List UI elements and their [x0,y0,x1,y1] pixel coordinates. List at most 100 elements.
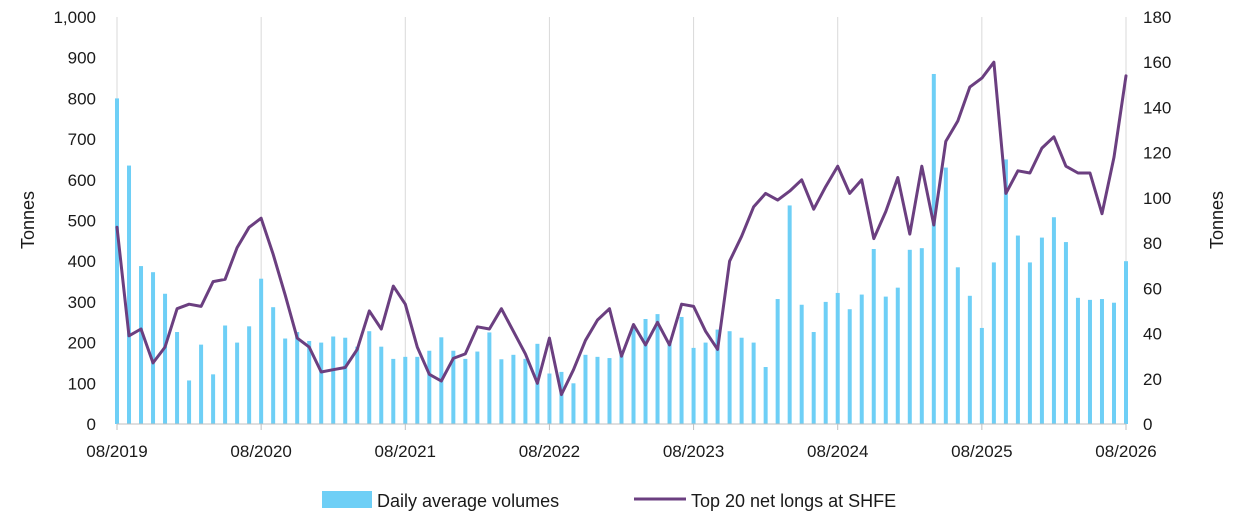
legend-label-volumes: Daily average volumes [377,491,559,511]
legend: Daily average volumes Top 20 net longs a… [322,491,896,511]
bar-23 [391,358,396,424]
bar-73 [991,262,996,424]
bar-49 [703,342,708,424]
bar-9 [223,325,228,424]
bar-2 [139,266,144,424]
bar-60 [835,292,840,424]
left-axis-title: Tonnes [18,191,38,249]
x-tick-label-6: 08/2025 [951,442,1012,461]
bar-42 [619,351,624,424]
x-tick-label-7: 08/2026 [1095,442,1156,461]
left-tick-label-0: 0 [87,415,96,434]
bar-59 [823,301,828,424]
bar-50 [715,329,720,424]
bar-43 [631,326,636,424]
left-tick-label-4: 400 [68,252,96,271]
right-tick-label-7: 140 [1143,98,1171,117]
bar-29 [463,358,468,424]
bar-22 [379,346,384,424]
bar-44 [643,318,648,424]
bar-51 [727,331,732,424]
bar-24 [403,356,408,424]
bar-72 [979,327,984,424]
bar-66 [907,249,912,424]
x-tick-label-5: 08/2024 [807,442,868,461]
bar-20 [355,346,360,424]
left-axis-ticks: 0 100 200 300 400 500 600 700 800 900 1,000 [53,8,96,434]
x-tick-label-2: 08/2021 [375,442,436,461]
bar-75 [1015,235,1020,424]
right-axis-title: Tonnes [1207,191,1227,249]
left-tick-label-3: 300 [68,293,96,312]
bar-33 [511,354,516,424]
bar-28 [451,350,456,424]
bar-54 [763,367,768,424]
bar-3 [151,272,156,424]
bar-67 [919,248,924,424]
bar-34 [523,358,528,424]
bar-65 [895,287,900,424]
right-tick-label-4: 80 [1143,234,1162,253]
right-tick-label-6: 120 [1143,144,1171,163]
x-axis-ticks: 08/2019 08/2020 08/2021 08/2022 08/2023 08/20… [86,424,1157,461]
line-series-path [115,60,1128,397]
bar-80 [1075,297,1080,424]
bar-39 [583,354,588,424]
right-tick-label-5: 100 [1143,189,1171,208]
bar-5 [175,332,180,424]
bar-30 [475,351,480,424]
bar-25 [415,356,420,424]
bar-26 [427,350,432,424]
bar-56 [787,205,792,424]
bar-68 [931,73,936,424]
left-tick-label-5: 500 [68,212,96,231]
bar-32 [499,359,504,424]
bar-57 [799,304,804,424]
bar-8 [211,374,216,424]
legend-label-net-longs: Top 20 net longs at SHFE [691,491,896,511]
left-tick-label-10: 1,000 [53,8,96,27]
bar-76 [1027,262,1032,424]
bar-19 [343,337,348,424]
bar-58 [811,332,816,424]
bar-61 [847,309,852,424]
bar-21 [367,331,372,424]
bar-13 [271,307,276,424]
left-tick-label-1: 100 [68,374,96,393]
left-tick-label-7: 700 [68,130,96,149]
bar-63 [871,248,876,424]
bar-78 [1051,217,1056,424]
left-tick-label-8: 800 [68,89,96,108]
right-tick-label-8: 160 [1143,53,1171,72]
bar-41 [607,358,612,424]
bar-15 [295,332,300,424]
bar-77 [1039,237,1044,424]
bar-31 [487,332,492,424]
bar-7 [199,344,204,424]
x-tick-label-0: 08/2019 [86,442,147,461]
bar-17 [319,342,324,424]
bar-46 [667,343,672,424]
right-tick-label-2: 40 [1143,325,1162,344]
right-tick-label-1: 20 [1143,370,1162,389]
bar-series [115,73,1128,425]
bar-69 [943,167,948,424]
bar-64 [883,296,888,424]
bar-62 [859,294,864,424]
left-tick-label-2: 200 [68,334,96,353]
x-tick-label-3: 08/2022 [519,442,580,461]
grid-lines [116,17,1127,424]
bar-1 [127,165,132,424]
bar-70 [955,267,960,424]
left-tick-label-9: 900 [68,49,96,68]
bar-40 [595,356,600,424]
bar-55 [775,299,780,424]
bar-36 [547,373,552,424]
bar-83 [1111,302,1116,424]
bar-74 [1003,159,1008,424]
bar-82 [1099,299,1104,424]
bar-48 [691,347,696,424]
bar-71 [967,295,972,424]
right-tick-label-0: 0 [1143,415,1152,434]
bar-37 [559,371,564,424]
